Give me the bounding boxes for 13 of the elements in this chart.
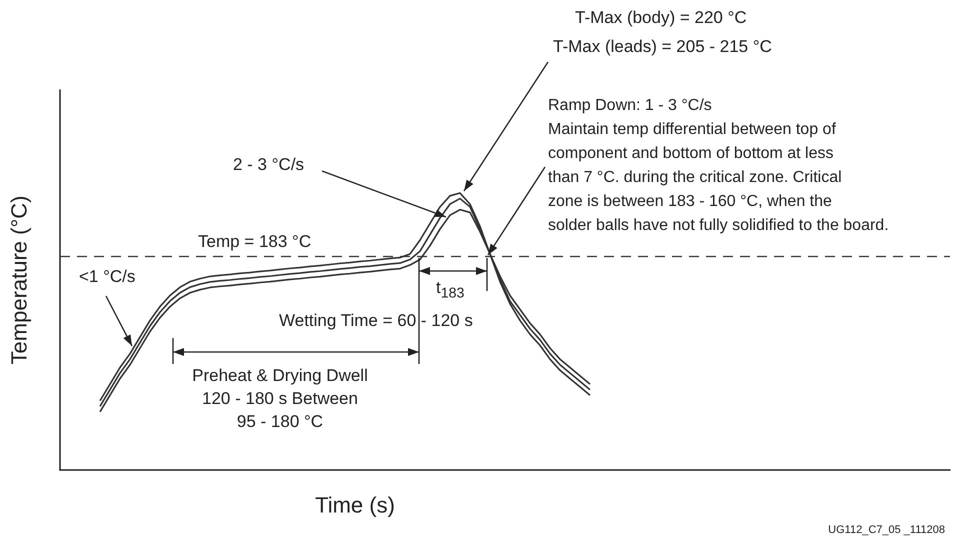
annotation: t$_{183}$ xyxy=(436,277,464,304)
annotation: Temp = 183 °C xyxy=(198,231,312,253)
annotation: <1 °C/s xyxy=(79,266,136,288)
text: 2 - 3 °C/s xyxy=(233,154,304,176)
text: UG112_C7_05 _111208 xyxy=(828,523,945,537)
x-axis-title: Time (s) xyxy=(315,492,395,518)
annotation: Maintain temp differential between top of component and bottom of bottom at less than 7 °C. during the critical zone. Critical zone is between 183 - 160 °C, when the solder balls have not fully solidified to the board. xyxy=(548,120,889,236)
annotation: Preheat & Drying Dwell 120 - 180 s Between 95 - 180 °C xyxy=(191,365,369,433)
annotation: Wetting Time = 60 - 120 s xyxy=(279,310,473,332)
text: T-Max (body) = 220 °C xyxy=(575,7,747,29)
y-axis-title: Temperature (°C) xyxy=(6,196,32,364)
text: T-Max (leads) = 205 - 215 °C xyxy=(553,36,772,58)
text: Ramp Down: 1 - 3 °C/s xyxy=(548,96,712,116)
